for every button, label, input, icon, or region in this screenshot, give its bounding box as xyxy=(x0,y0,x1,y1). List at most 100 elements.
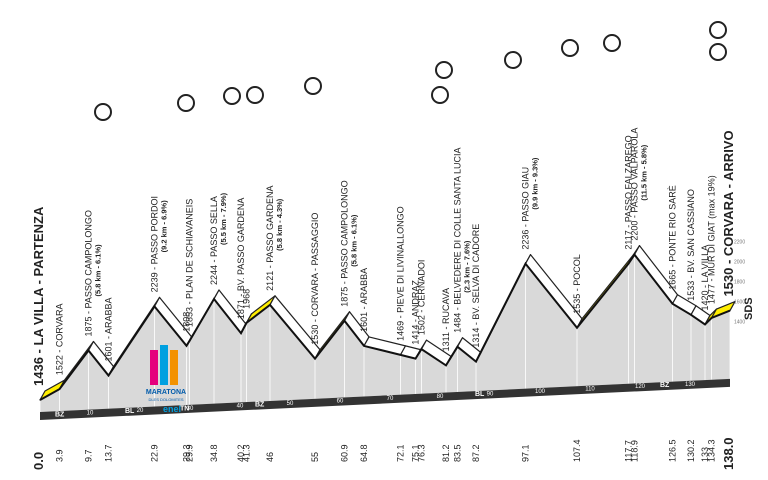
x-tick-label: 126.5 xyxy=(668,439,678,462)
x-tick-label: 29.9 xyxy=(185,444,195,462)
y-tick-label: 1800 xyxy=(734,280,745,286)
y-tick-label: 2200 xyxy=(734,240,745,246)
waypoint-label: 1533 - BV. SAN CASSIANO xyxy=(686,189,696,301)
band-tick-label: 130 xyxy=(685,382,696,388)
band-tick-label: 50 xyxy=(287,401,294,407)
waypoint-label: 2200 - PASSO VALPAROLA xyxy=(630,128,640,241)
x-tick-label: 97.1 xyxy=(521,444,531,462)
waypoint-label: 1477 - MUR DI GIAT (max 19%) xyxy=(707,175,717,304)
x-tick-label: 117.7 xyxy=(624,440,634,462)
x-tick-label: 130.2 xyxy=(686,439,696,462)
x-tick-label: 22.9 xyxy=(150,444,160,462)
waypoint-label: 1875 - PASSO CAMPOLONGO xyxy=(340,180,350,306)
waypoint-label: 1314 - BV. SELVA DI CADORE xyxy=(471,224,481,348)
x-tick-label: 9.7 xyxy=(84,449,94,462)
waypoint-label: 1414 - ANDRAZ xyxy=(411,280,421,345)
waypoint-label: 1311 - RUCAVA xyxy=(441,288,451,352)
waypoint-label: 2236 - PASSO GIAU xyxy=(521,167,531,250)
band-tick-label: 30 xyxy=(187,406,194,412)
x-tick-label: 134.3 xyxy=(707,439,717,462)
waypoint-label: 1665 - PONTE RIO SARÈ xyxy=(668,185,678,290)
x-tick-label: 55 xyxy=(310,452,320,462)
logo-mark xyxy=(170,350,178,385)
waypoint-label: 1968 xyxy=(242,289,252,309)
climb-detail: (11.5 km - 5.8%) xyxy=(640,144,649,200)
province-label: BZ xyxy=(255,402,265,409)
x-tick-label: 72.1 xyxy=(396,444,406,462)
waypoint-label: 2244 - PASSO SELLA xyxy=(209,196,219,285)
x-tick-label: 75.1 xyxy=(411,444,421,462)
y-tick-label: 1600 xyxy=(734,300,745,306)
logo-mark xyxy=(150,350,158,385)
y-tick-label: 2000 xyxy=(734,260,745,266)
x-tick-label: 133 xyxy=(700,447,710,462)
x-tick-label: 13.7 xyxy=(104,444,114,462)
band-tick-label: 20 xyxy=(137,408,144,414)
x-tick-label: 29.3 xyxy=(182,444,192,462)
x-tick-label: 81.2 xyxy=(441,444,451,462)
aid-icons xyxy=(94,21,727,121)
credit: SDS xyxy=(743,297,755,320)
x-tick-label: 76.3 xyxy=(417,444,427,462)
logo-sub: DLES DOLOMITES xyxy=(148,397,183,402)
logo-name: MARATONA xyxy=(146,389,186,396)
x-tick-label: 83.5 xyxy=(453,444,463,462)
waypoint-label: 1530 - CORVARA - ARRIVO xyxy=(721,130,736,296)
province-label: BZ xyxy=(660,382,670,389)
x-tick-label: 107.4 xyxy=(572,439,582,462)
x-tick-label: 87.2 xyxy=(471,444,481,462)
band-tick-label: 90 xyxy=(487,391,494,397)
waypoint-label: 2239 - PASSO PORDOI xyxy=(150,196,160,292)
x-tick-label: 40.2 xyxy=(236,444,246,462)
waypoint-label: 1535 - POCOL xyxy=(572,254,582,314)
band-tick-label: 10 xyxy=(87,411,94,417)
province-label: BL xyxy=(125,408,135,415)
waypoint-label: 1808 xyxy=(182,312,192,332)
province-label: TN xyxy=(180,405,189,412)
climb-detail: (2.3 km - 7.6%) xyxy=(463,240,472,293)
climb-detail: (9.9 km - 9.3%) xyxy=(531,157,540,210)
waypoint-label: 1530 - CORVARA - PASSAGGIO xyxy=(310,213,320,345)
climb-detail: (9.2 km - 6.9%) xyxy=(160,200,169,253)
band-tick-label: 60 xyxy=(337,399,344,405)
waypoint-label: 1502 - CERNADOI xyxy=(417,260,427,336)
waypoint-label: 1469 - PIEVE DI LIVINALLONGO xyxy=(396,206,406,341)
x-tick-label: 41.3 xyxy=(242,444,252,462)
x-tick-label: 60.9 xyxy=(340,444,350,462)
band-tick-label: 100 xyxy=(535,389,546,395)
climb-detail: (5.8 km - 4.3%) xyxy=(275,198,284,251)
waypoint-label: 1436 - LA VILLA - PARTENZA xyxy=(31,206,46,386)
waypoint-label: 1601 - ARABBA xyxy=(359,268,369,332)
waypoint-label: 1484 - BELVEDERE DI COLLE SANTA LUCIA xyxy=(453,148,463,333)
waypoint-label: 1601 - ARABBA xyxy=(104,298,114,362)
x-tick-label: 3.9 xyxy=(55,449,65,462)
climb-detail: (5.5 km - 7.9%) xyxy=(219,192,228,245)
x-tick-label: 118.9 xyxy=(630,440,640,462)
waypoint-label: 2117 - PASSO FALZAREGO xyxy=(624,135,634,249)
waypoint-label: 1420 - LA VILLA xyxy=(700,245,710,311)
waypoint-label: 1875 - PASSO CAMPOLONGO xyxy=(84,210,94,336)
waypoint-label: 1853 - PLAN DE SCHIAVANEIS xyxy=(185,199,195,327)
x-tick-label: 138.0 xyxy=(721,437,736,470)
profile-area xyxy=(40,254,730,412)
band-tick-label: 80 xyxy=(437,394,444,400)
province-label: BL xyxy=(475,391,485,398)
x-tick-label: 0.0 xyxy=(31,452,46,470)
km-band xyxy=(40,378,730,420)
x-tick-label: 34.8 xyxy=(209,444,219,462)
waypoint-label: 1871 - BV. PASSO GARDENA xyxy=(236,198,246,320)
band-tick-label: 110 xyxy=(585,387,595,393)
province-label: BZ xyxy=(55,411,65,418)
band-tick-label: 40 xyxy=(237,403,244,409)
waypoint-label: 2121 - PASSO GARDENA xyxy=(265,185,275,290)
profile-line xyxy=(39,252,731,401)
logo-mark xyxy=(160,345,168,385)
climb-detail: (5.8 km - 6.1%) xyxy=(350,214,359,267)
x-tick-label: 46 xyxy=(265,452,275,462)
sponsor: enel xyxy=(163,404,181,414)
band-tick-label: 120 xyxy=(635,384,646,390)
climb-detail: (5.8 km - 6.1%) xyxy=(94,244,103,297)
x-tick-label: 64.8 xyxy=(359,444,369,462)
